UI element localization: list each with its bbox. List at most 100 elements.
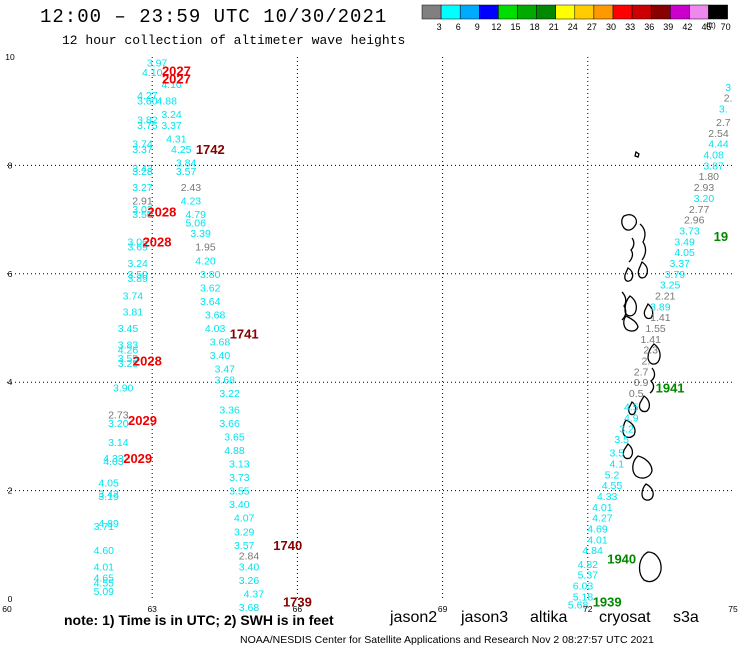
x-tick-label: 60: [2, 604, 12, 614]
wave-height-label: 2.91: [132, 196, 153, 208]
wave-height-label: 3.50: [132, 209, 153, 221]
colorbar-tick-label: 33: [625, 22, 635, 32]
colorbar-swatch: [517, 4, 537, 20]
wave-height-label: 3.03: [132, 204, 153, 216]
wave-height-label: 3.71: [94, 521, 115, 533]
colorbar-tick-label: 12: [491, 22, 501, 32]
wave-height-label: 3.42: [98, 488, 119, 500]
wave-height-label: 3.89: [127, 273, 148, 285]
wave-height-label: 4.08: [703, 150, 724, 162]
wave-height-label: 3.62: [200, 282, 221, 294]
wave-height-label: 4.31: [166, 133, 187, 145]
wave-height-label: 3.66: [219, 418, 240, 430]
colorbar-tick-label: 3: [437, 22, 442, 32]
y-tick-label: 6: [8, 269, 13, 279]
pass-time-label: 2029: [128, 413, 157, 428]
legend-altika: altika: [530, 609, 568, 626]
pass-time-label: 19: [714, 229, 728, 244]
wave-height-label: 3.90: [113, 383, 134, 395]
axis-tick-labels: 60 63 66 69 72 75 0 2 4 6 8 10: [2, 52, 738, 614]
wave-height-label: 3.97: [147, 57, 168, 69]
wave-height-label: 5.06: [186, 217, 207, 229]
y-tick-label: 0: [8, 594, 13, 604]
coastline-maldives: [621, 150, 662, 583]
colorbar-swatch: [612, 4, 633, 20]
wave-height-label: 3.68: [215, 374, 236, 386]
wave-height-label: 3.57: [234, 540, 255, 552]
wave-height-label: 3.83: [118, 339, 139, 351]
wave-height-label: 4.5: [624, 402, 639, 414]
wave-height-label: 4.33: [597, 491, 618, 503]
pass-time-label: 2028: [133, 354, 162, 369]
wave-height-label: 4.20: [195, 255, 216, 267]
wave-height-label: 3.50: [127, 269, 148, 281]
wave-height-label: 4.55: [94, 578, 115, 590]
y-tick-label: 8: [8, 160, 13, 170]
wave-height-label: 3.20: [694, 193, 715, 205]
wave-height-label: 4.1: [610, 459, 625, 471]
wave-height-label: 4.05: [98, 477, 119, 489]
wave-height-label: 1.95: [195, 242, 216, 254]
colorbar-swatch: [459, 4, 480, 20]
wave-height-label: 4.27: [137, 90, 158, 102]
wave-height-label: 3.28: [132, 166, 153, 178]
wave-height-labels: 3.974.104.104.274.883.603.243.82 3.373.75…: [94, 57, 733, 614]
wave-height-label: 4.60: [94, 545, 115, 557]
wave-height-label: 4.26: [118, 345, 139, 357]
wave-height-label: 5.18: [573, 591, 594, 603]
wave-height-label: 3.24: [127, 258, 148, 270]
legend-jason3: jason3: [461, 609, 509, 626]
colorbar-tick-label: 15: [510, 22, 520, 32]
pass-time-label: 1940: [607, 551, 636, 566]
wave-height-label: 3.37: [161, 120, 182, 132]
wave-height-label: 3.: [719, 103, 728, 115]
colorbar-swatch: [708, 4, 728, 20]
colorbar-tick-label: 27: [587, 22, 597, 32]
wave-height-label: 2.77: [689, 204, 710, 216]
wave-height-label: 3.55: [118, 353, 139, 365]
colorbar-tick-label: 30: [606, 22, 616, 32]
wave-height-label: 3.87: [703, 160, 724, 172]
wave-height-label: 2.73: [108, 410, 129, 422]
wave-height-label: 4.69: [587, 524, 608, 536]
legend-cryosat: cryosat: [599, 609, 651, 626]
colorbar-swatch: [555, 4, 576, 20]
wave-height-label: 3.2: [619, 423, 634, 435]
wave-height-label: 3.37: [132, 144, 153, 156]
y-tick-label: 4: [8, 377, 13, 387]
wave-height-label: 4.79: [186, 209, 207, 221]
page-title: 12:00 – 23:59 UTC 10/30/2021: [40, 6, 388, 28]
wave-height-label: 3.39: [190, 228, 211, 240]
wave-height-label: 4.82: [578, 559, 599, 571]
wave-height-label: 4.89: [98, 518, 119, 530]
wave-height-label: 3.06: [127, 236, 148, 248]
wave-height-label: 3.24: [161, 109, 182, 121]
colorbar-swatch: [479, 4, 499, 20]
colorbar-swatch: [421, 4, 442, 20]
page-subtitle: 12 hour collection of altimeter wave hei…: [62, 33, 406, 48]
x-tick-label: 72: [583, 604, 593, 614]
colorbar-swatch: [536, 4, 556, 20]
wave-height-label: 3.60: [137, 95, 158, 107]
wave-height-label: 3.5: [610, 448, 625, 460]
wave-height-label: 4.55: [602, 480, 623, 492]
wave-height-label: 3.57: [176, 166, 197, 178]
wave-height-label: 5.2: [605, 469, 620, 481]
wave-height-label: 3.28: [118, 358, 139, 370]
wave-height-label: 2.43: [181, 182, 202, 194]
wave-height-label: 1.55: [645, 323, 666, 335]
wave-height-label: 4.9: [624, 412, 639, 424]
wave-height-label: 4.03: [205, 323, 226, 335]
wave-height-label: 4.84: [582, 545, 603, 557]
colorbar: 3 6 9 12 15 18 21 24 27 30 33 36 39 42 45 70: [421, 4, 731, 32]
y-tick-label: 2: [8, 486, 13, 496]
x-tick-label: 63: [147, 604, 157, 614]
wave-height-label: 2.: [724, 93, 733, 105]
legend-jason2: jason2: [390, 609, 438, 626]
wave-height-label: 2.7: [716, 117, 731, 129]
wave-height-label: 4.37: [244, 589, 265, 601]
footer-note: note: 1) Time is in UTC; 2) SWH is in fe…: [64, 612, 334, 628]
pass-time-label: 2028: [147, 204, 176, 219]
x-tick-label: 66: [293, 604, 303, 614]
